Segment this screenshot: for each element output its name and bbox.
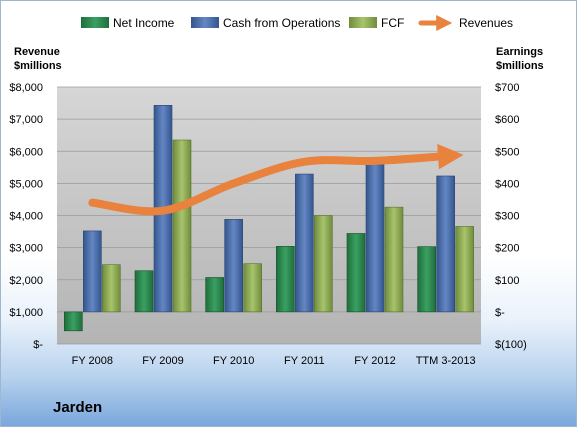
legend-item-revenues: Revenues — [418, 14, 513, 32]
left-axis-title-line2: $millions — [14, 60, 62, 72]
left-axis-ticks: $- $1,000 $2,000 $3,000 $4,000 $5,000 $6,000 $7… — [9, 82, 43, 351]
right-tick-label: $700 — [495, 82, 519, 94]
left-tick-label: $2,000 — [9, 275, 43, 287]
legend: Net Income Cash from Operations FCF Reve… — [81, 14, 513, 32]
bar-net-income-fy-2011 — [276, 246, 295, 313]
legend-label-cash-from-operations: Cash from Operations — [223, 16, 340, 30]
right-axis-ticks: $(100) $- $100 $200 $300 $400 $500 $600 $700 — [495, 82, 527, 351]
legend-item-net-income: Net Income — [81, 16, 175, 30]
left-tick-label: $3,000 — [9, 243, 43, 255]
category-label: FY 2008 — [72, 355, 113, 367]
right-tick-label: $(100) — [495, 339, 527, 351]
bar-fcf-fy-2012 — [384, 206, 404, 313]
bar-cash-from-operations-fy-2012 — [365, 157, 385, 313]
revenue-line-layer — [88, 143, 464, 216]
legend-swatch-net-income — [81, 17, 109, 28]
left-tick-label: $- — [33, 339, 43, 351]
category-labels: FY 2008 FY 2009 FY 2010 FY 2011 FY 2012 TTM 3… — [72, 355, 476, 367]
right-tick-label: $500 — [495, 146, 519, 158]
category-label: FY 2010 — [213, 355, 254, 367]
bar-net-income-ttm-3-2013 — [417, 246, 436, 313]
revenue-line — [88, 143, 464, 216]
left-axis-title-line1: Revenue — [14, 46, 60, 58]
bar-cash-from-operations-fy-2008 — [83, 230, 102, 313]
company-name: Jarden — [53, 399, 103, 416]
bar-cash-from-operations-ttm-3-2013 — [436, 175, 455, 313]
bar-fcf-fy-2009 — [172, 139, 192, 313]
bar-fcf-fy-2011 — [314, 215, 333, 313]
left-tick-label: $4,000 — [9, 211, 43, 223]
bars — [64, 105, 474, 332]
category-label: FY 2012 — [354, 355, 395, 367]
bar-fcf-ttm-3-2013 — [455, 226, 474, 313]
legend-item-fcf: FCF — [349, 16, 404, 30]
left-tick-label: $5,000 — [9, 178, 43, 190]
right-axis-title-line1: Earnings — [496, 46, 543, 58]
left-tick-label: $6,000 — [9, 146, 43, 158]
gridlines — [57, 86, 481, 345]
category-label: FY 2011 — [284, 355, 325, 367]
right-tick-label: $300 — [495, 211, 519, 223]
category-label: TTM 3-2013 — [416, 355, 476, 367]
bar-cash-from-operations-fy-2010 — [224, 219, 243, 313]
right-tick-label: $200 — [495, 243, 519, 255]
right-tick-label: $- — [495, 307, 505, 319]
category-label: FY 2009 — [142, 355, 183, 367]
bar-fcf-fy-2008 — [102, 264, 121, 313]
left-tick-label: $8,000 — [9, 82, 43, 94]
legend-item-cash-from-operations: Cash from Operations — [191, 16, 340, 30]
left-tick-label: $1,000 — [9, 307, 43, 319]
left-tick-label: $7,000 — [9, 114, 43, 126]
legend-label-fcf: FCF — [381, 16, 404, 30]
legend-label-revenues: Revenues — [459, 16, 513, 30]
bar-net-income-fy-2008 — [64, 311, 83, 332]
legend-swatch-cash-from-operations — [191, 17, 219, 28]
bar-fcf-fy-2010 — [243, 263, 262, 313]
right-tick-label: $100 — [495, 275, 519, 287]
bar-net-income-fy-2009 — [134, 270, 154, 313]
bar-cash-from-operations-fy-2011 — [295, 173, 314, 313]
bar-net-income-fy-2010 — [205, 277, 224, 313]
bar-net-income-fy-2012 — [346, 233, 366, 313]
legend-label-net-income: Net Income — [113, 16, 175, 30]
legend-swatch-fcf — [349, 17, 377, 28]
right-tick-label: $600 — [495, 114, 519, 126]
right-axis-title-line2: $millions — [496, 60, 544, 72]
right-tick-label: $400 — [495, 178, 519, 190]
